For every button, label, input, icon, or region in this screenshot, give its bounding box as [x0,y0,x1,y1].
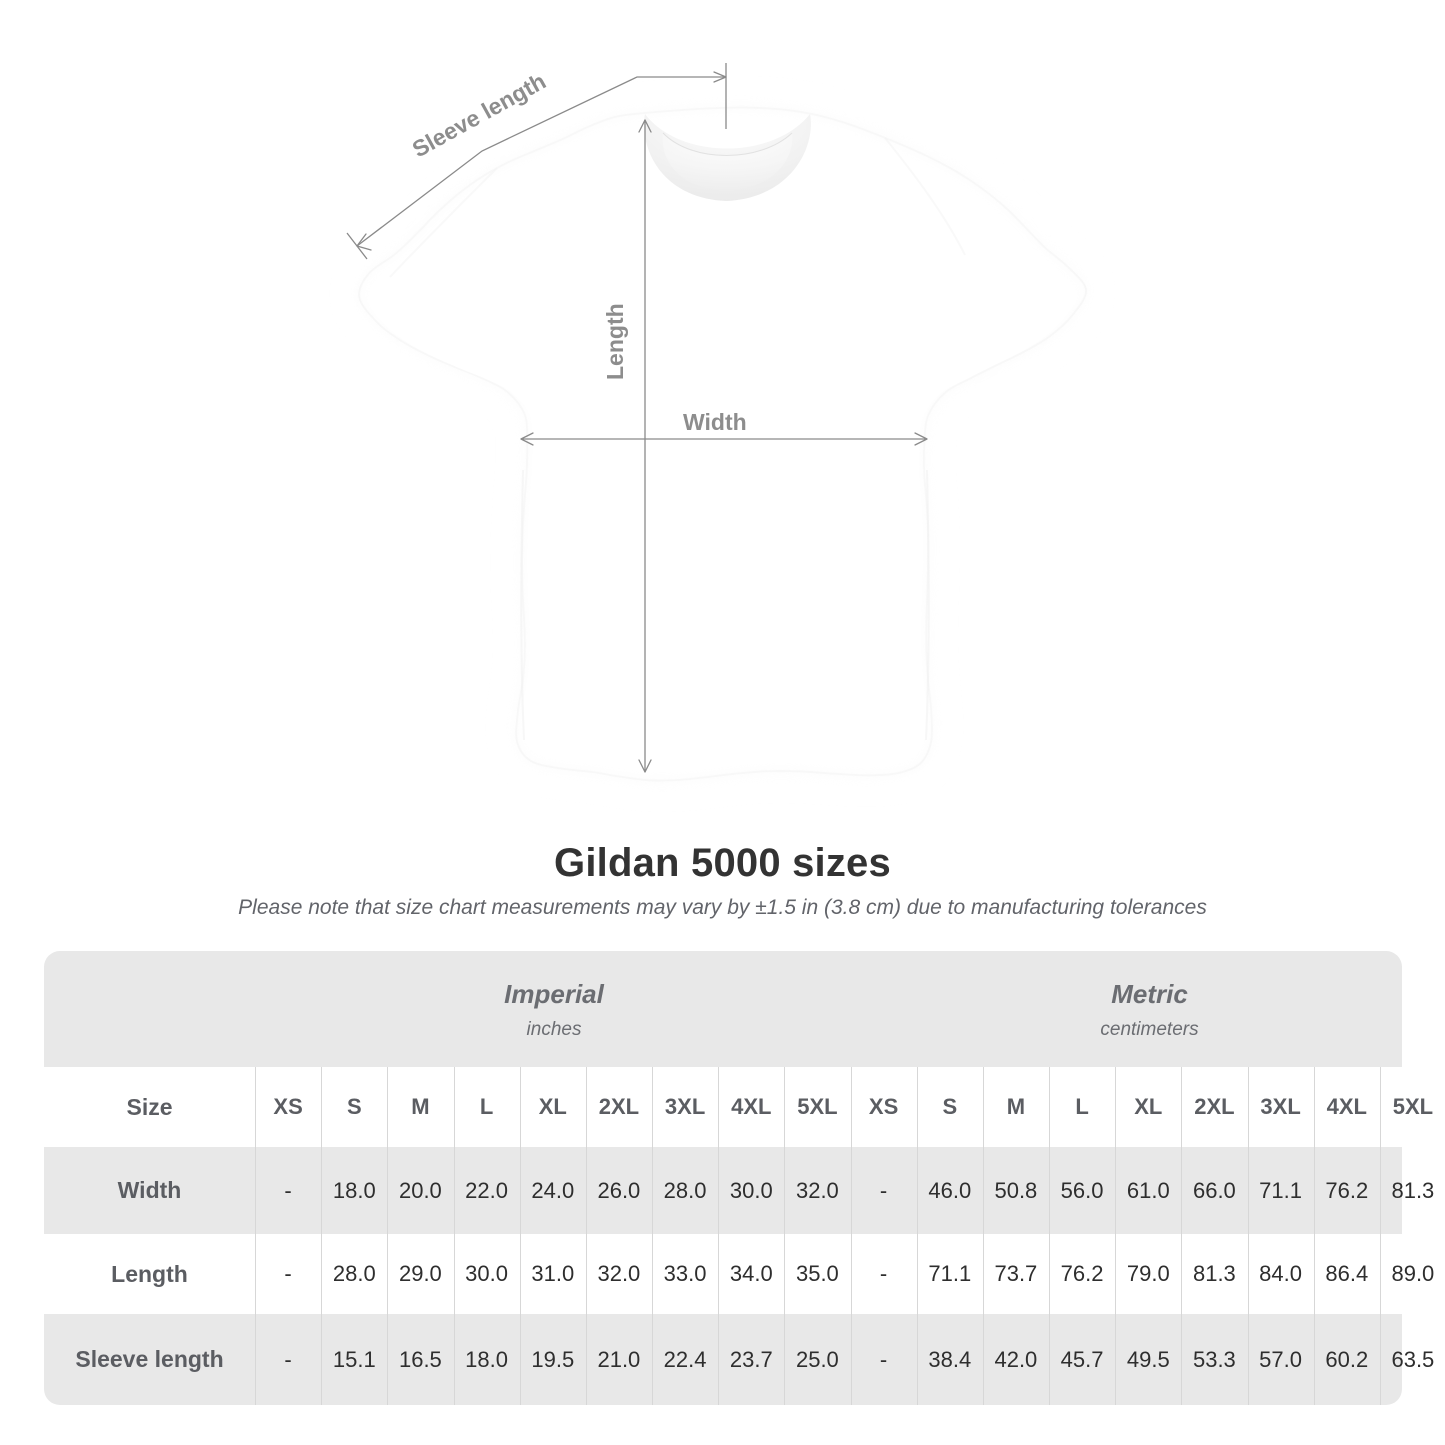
svg-text:Width: Width [683,409,747,435]
svg-text:Length: Length [602,303,628,380]
svg-text:Sleeve length: Sleeve length [408,68,550,163]
